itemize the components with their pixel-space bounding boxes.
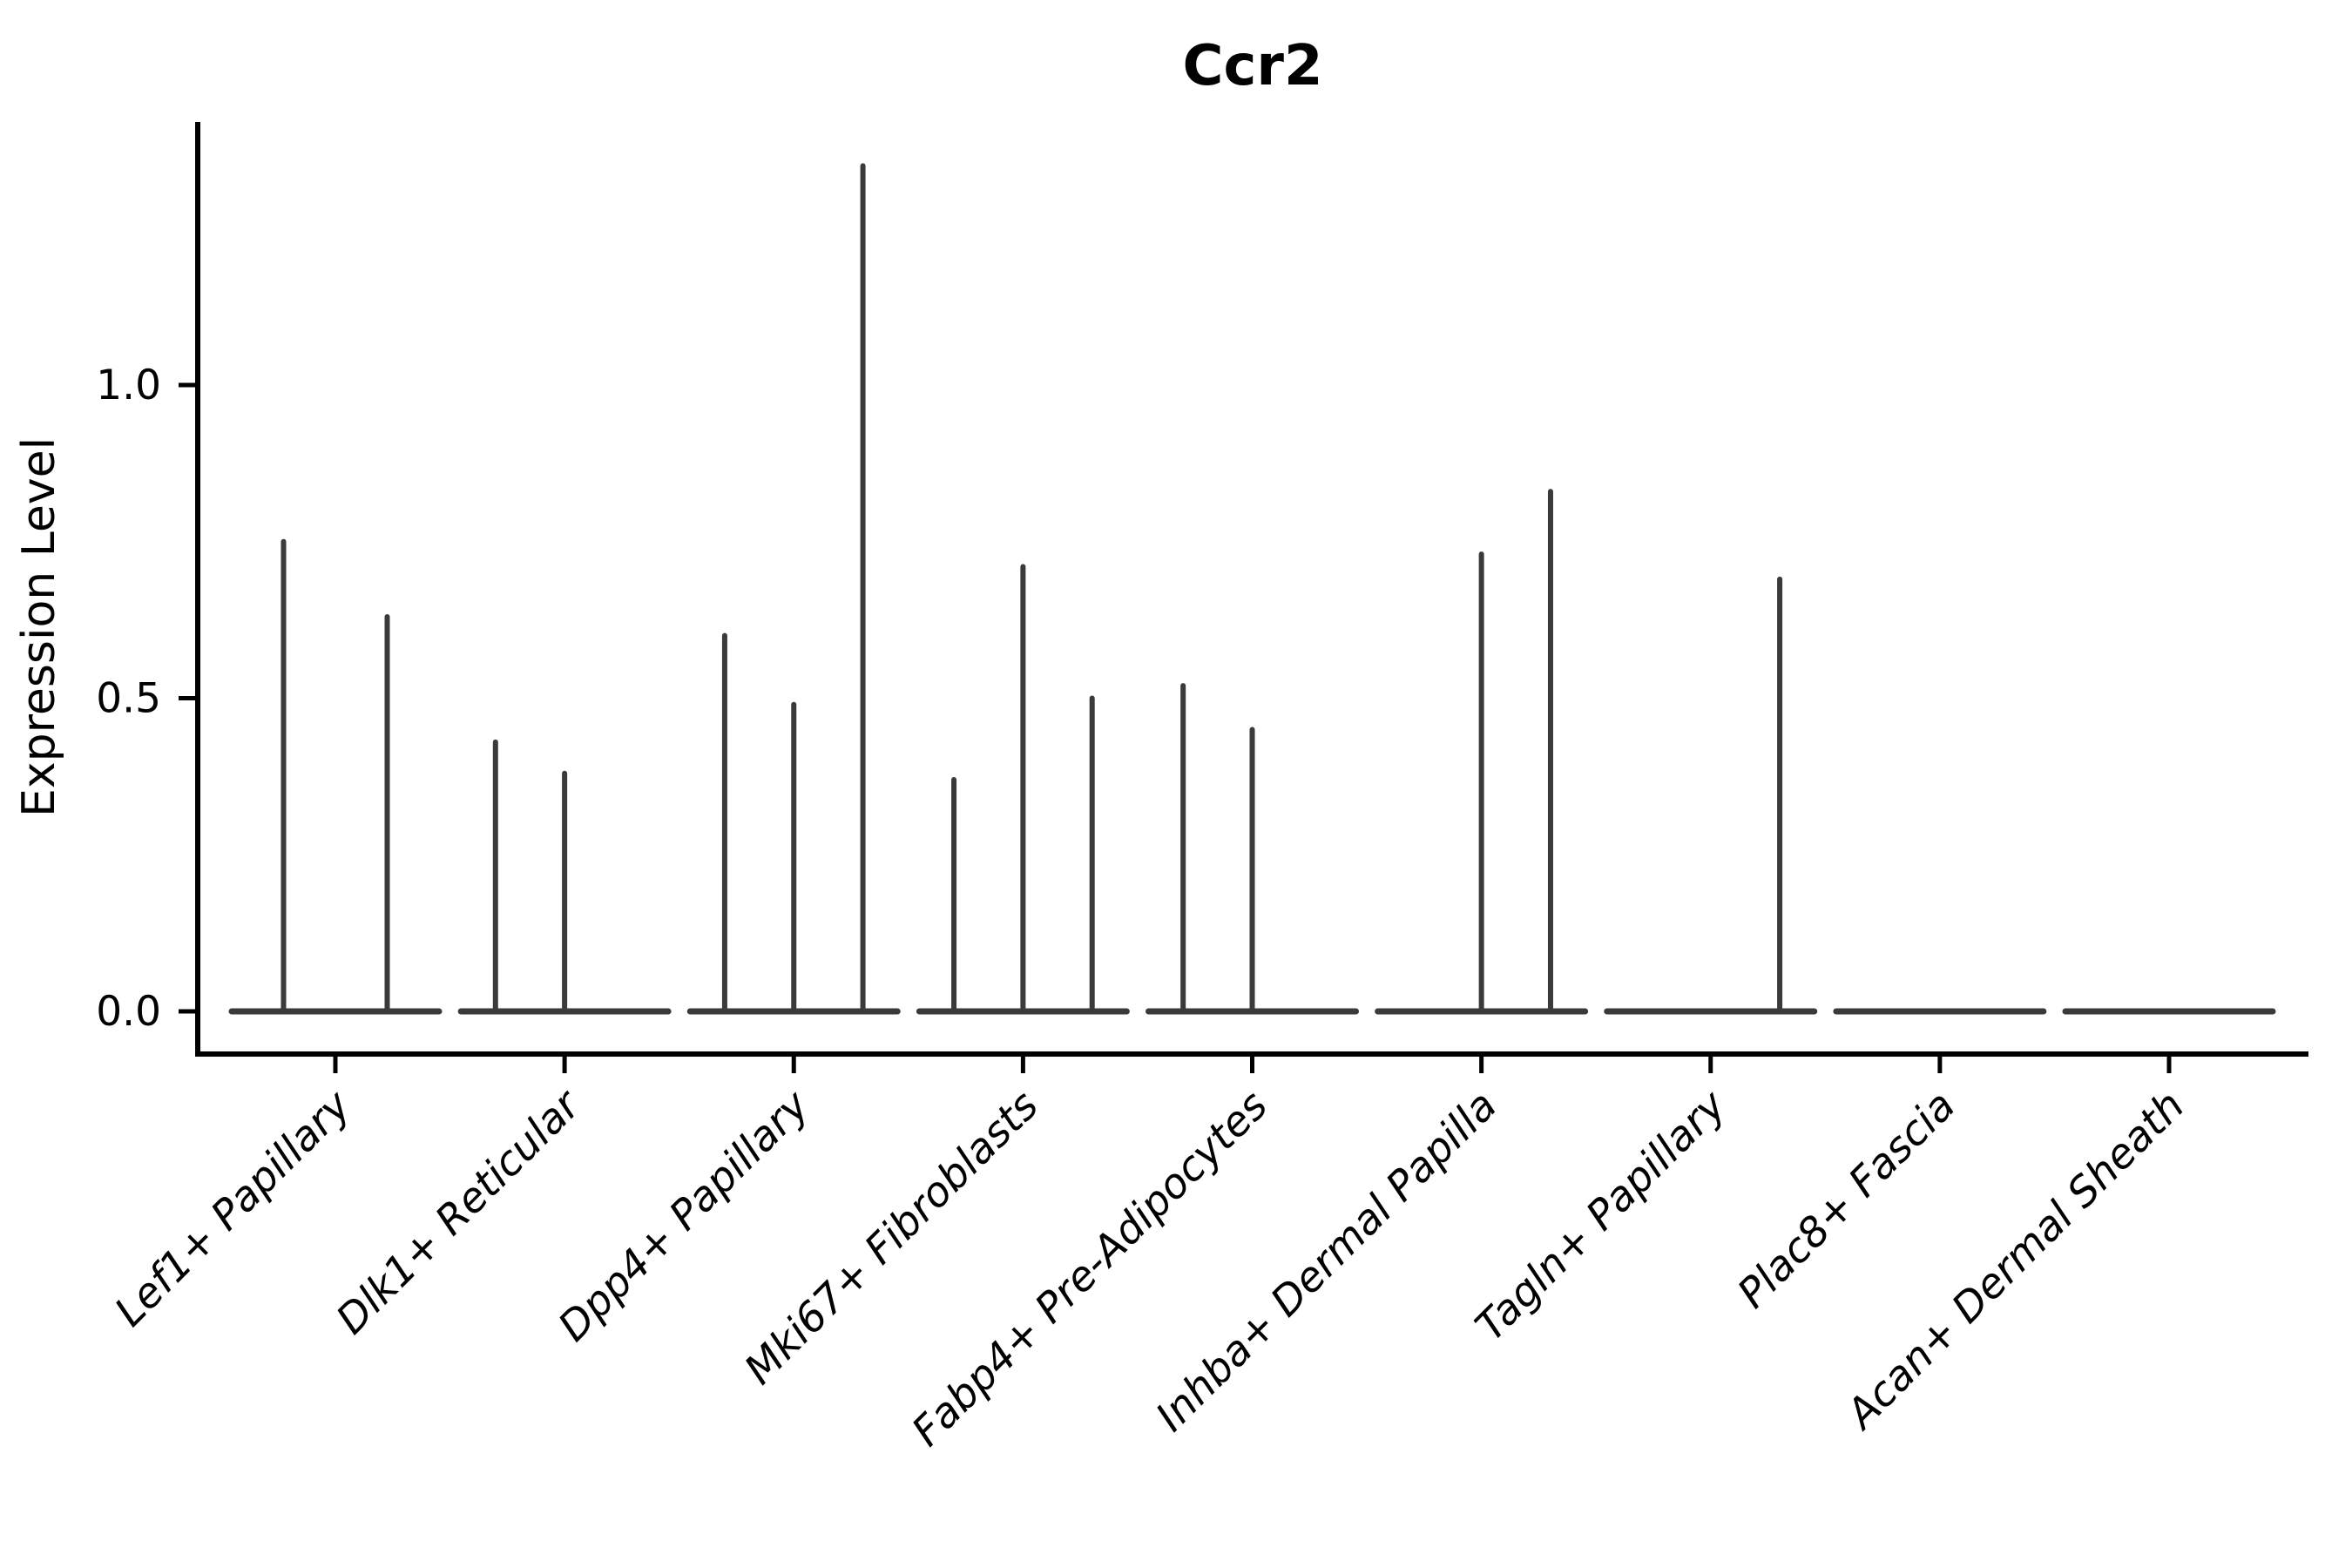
x-tick-label: Dpp4+ Papillary — [550, 1081, 820, 1351]
y-tick-label: 0.0 — [96, 988, 161, 1036]
x-tick-label: Tagln+ Papillary — [1466, 1081, 1736, 1351]
x-tick-label: Dlk1+ Reticular — [328, 1080, 591, 1344]
y-tick-label: 0.5 — [96, 675, 161, 723]
y-axis-label: Expression Level — [13, 437, 65, 817]
chart-title: Ccr2 — [1183, 34, 1323, 98]
x-tick-label: Lef1+ Papillary — [105, 1081, 361, 1336]
y-tick-label: 1.0 — [96, 362, 161, 409]
x-tick-label: Plac8+ Fascia — [1728, 1082, 1964, 1318]
